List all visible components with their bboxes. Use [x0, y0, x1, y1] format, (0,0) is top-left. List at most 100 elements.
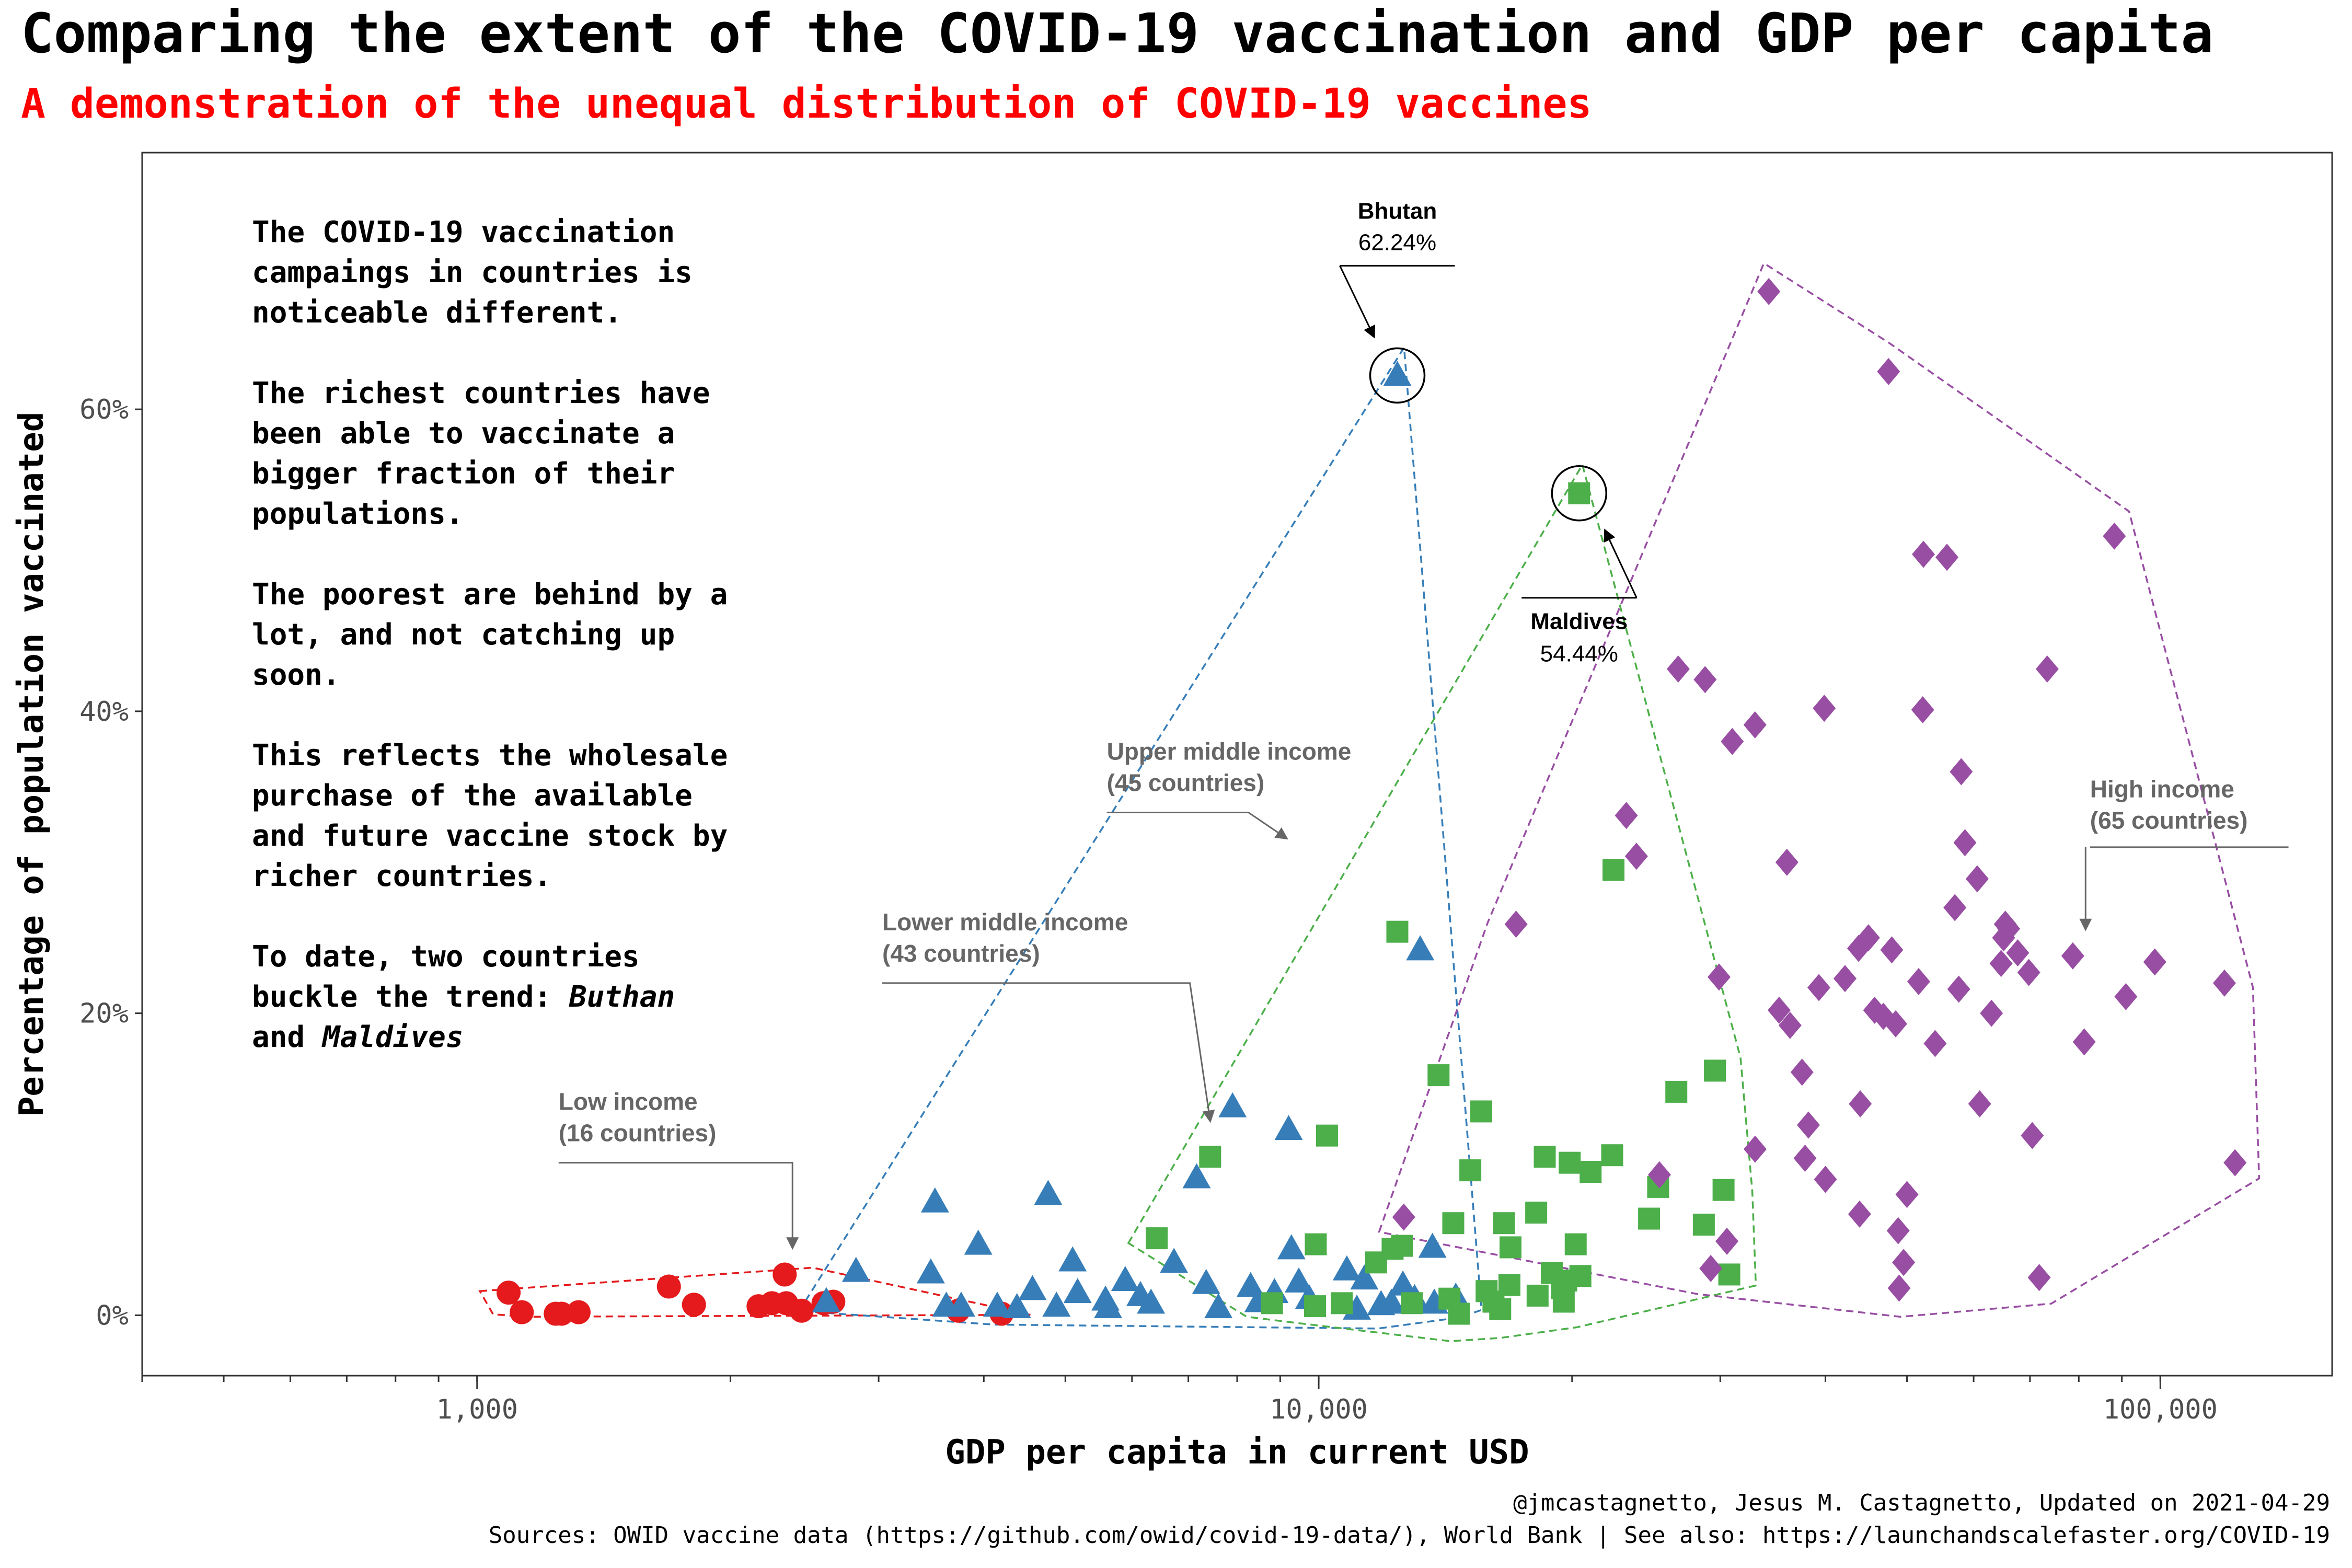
- data-point: [1814, 1166, 1837, 1193]
- data-point: [1401, 1292, 1423, 1315]
- data-point: [566, 1300, 591, 1324]
- data-point: [1813, 695, 1836, 722]
- data-point: [1526, 1284, 1549, 1307]
- data-point: [1886, 1217, 1910, 1244]
- group-label-arrow: [882, 982, 1215, 1123]
- narrative-line: buckle the trend: Buthan: [252, 980, 675, 1014]
- data-point: [1857, 924, 1880, 952]
- data-point: [1406, 935, 1435, 961]
- data-point: [1849, 1090, 1872, 1117]
- group-outline: [1127, 462, 1757, 1342]
- data-point: [1525, 1202, 1548, 1224]
- group-label: (65 countries): [2090, 807, 2248, 834]
- group-label-arrow: [558, 1162, 799, 1250]
- data-point: [1058, 1246, 1087, 1272]
- narrative-line: [252, 537, 270, 571]
- data-point: [1989, 950, 2013, 977]
- data-point: [1757, 278, 1781, 305]
- data-point: [2017, 959, 2040, 986]
- narrative-line: soon.: [252, 658, 340, 692]
- data-point: [1261, 1292, 1283, 1315]
- data-point: [1647, 1161, 1671, 1189]
- data-point: [1063, 1278, 1092, 1304]
- data-point: [1381, 1238, 1404, 1260]
- data-point: [1418, 1232, 1447, 1258]
- narrative-line: noticeable different.: [252, 296, 622, 330]
- data-point: [1923, 1030, 1947, 1057]
- data-point: [1892, 1249, 1916, 1276]
- data-point: [1807, 974, 1831, 1001]
- data-point: [1034, 1180, 1063, 1205]
- data-point: [1042, 1292, 1071, 1317]
- narrative-line: populations.: [252, 497, 464, 531]
- data-point: [1146, 1227, 1168, 1250]
- data-point: [1204, 1293, 1233, 1318]
- narrative-segment: To date, two countries: [252, 940, 640, 974]
- group-label: High income: [2090, 776, 2234, 803]
- x-axis-title: GDP per capita in current USD: [945, 1433, 1529, 1472]
- y-axis-title: Percentage of population vaccinated: [13, 412, 51, 1117]
- data-point: [682, 1293, 706, 1317]
- data-point: [1552, 1290, 1575, 1313]
- data-point: [841, 1256, 870, 1282]
- data-point: [1386, 920, 1409, 943]
- narrative-segment: campaings in countries is: [252, 256, 693, 290]
- narrative-line: [252, 336, 270, 370]
- data-point: [1579, 1161, 1602, 1183]
- group-label: Low income: [559, 1088, 698, 1115]
- group-label: (45 countries): [1107, 769, 1265, 796]
- x-tick-label: 1,000: [436, 1394, 518, 1425]
- narrative-line: The richest countries have: [252, 376, 710, 410]
- maldives-callout-arrow: [1604, 528, 1638, 598]
- narrative-segment: soon.: [252, 658, 340, 692]
- data-point: [2143, 948, 2166, 976]
- narrative-line: been able to vaccinate a: [252, 417, 675, 451]
- narrative-line: and future vaccine stock by: [252, 819, 728, 853]
- data-point: [1950, 758, 1973, 786]
- data-point: [1848, 1200, 1871, 1228]
- maldives-highlight-circle: [1551, 465, 1608, 522]
- data-point: [1912, 540, 1935, 568]
- data-point: [1470, 1100, 1493, 1123]
- narrative-segment: This reflects the wholesale: [252, 739, 728, 773]
- y-tick-label: 60%: [79, 394, 129, 425]
- narrative-line: bigger fraction of their: [252, 457, 675, 491]
- data-point: [1935, 544, 1959, 571]
- data-point: [1442, 1212, 1465, 1235]
- x-tick-label: 10,000: [1270, 1394, 1368, 1425]
- narrative-segment: vaccination: [464, 215, 675, 249]
- data-point: [2061, 942, 2084, 970]
- data-point: [1965, 865, 1989, 893]
- data-point: [2027, 1264, 2051, 1292]
- data-point: [1778, 1011, 1802, 1039]
- chart-title: Comparing the extent of the COVID-19 vac…: [21, 2, 2213, 65]
- data-point: [1947, 975, 1970, 1003]
- data-point: [1111, 1266, 1139, 1291]
- data-point: [1796, 1111, 1820, 1139]
- data-point: [1704, 1059, 1726, 1082]
- narrative-segment: purchase of the available: [252, 779, 693, 813]
- data-point: [1602, 859, 1625, 881]
- data-point: [983, 1292, 1012, 1317]
- caption-credit: @jmcastagnetto, Jesus M. Castagnetto, Up…: [1513, 1490, 2330, 1516]
- data-point: [1182, 1163, 1211, 1189]
- data-point: [964, 1229, 993, 1255]
- data-point: [656, 1274, 681, 1299]
- narrative-segment: The poorest are behind by a: [252, 578, 728, 612]
- narrative-segment: populations.: [252, 497, 464, 531]
- data-point: [1790, 1058, 1814, 1086]
- narrative-text: The COVID-19 vaccination campaings in cou…: [252, 215, 728, 1054]
- bhutan-value: 62.24%: [1358, 229, 1436, 255]
- data-point: [1692, 1214, 1715, 1236]
- x-tick-label: 100,000: [2103, 1394, 2218, 1425]
- data-point: [1160, 1248, 1189, 1273]
- data-point: [1775, 848, 1798, 876]
- narrative-line: and Maldives: [252, 1020, 464, 1054]
- narrative-line: The poorest are behind by a: [252, 578, 728, 612]
- narrative-line: [252, 900, 270, 933]
- maldives-label: Maldives: [1530, 609, 1628, 635]
- narrative-line: lot, and not catching up: [252, 618, 675, 652]
- data-point: [789, 1298, 814, 1323]
- x-axis: 1,000 10,000 100,000: [141, 1376, 2218, 1425]
